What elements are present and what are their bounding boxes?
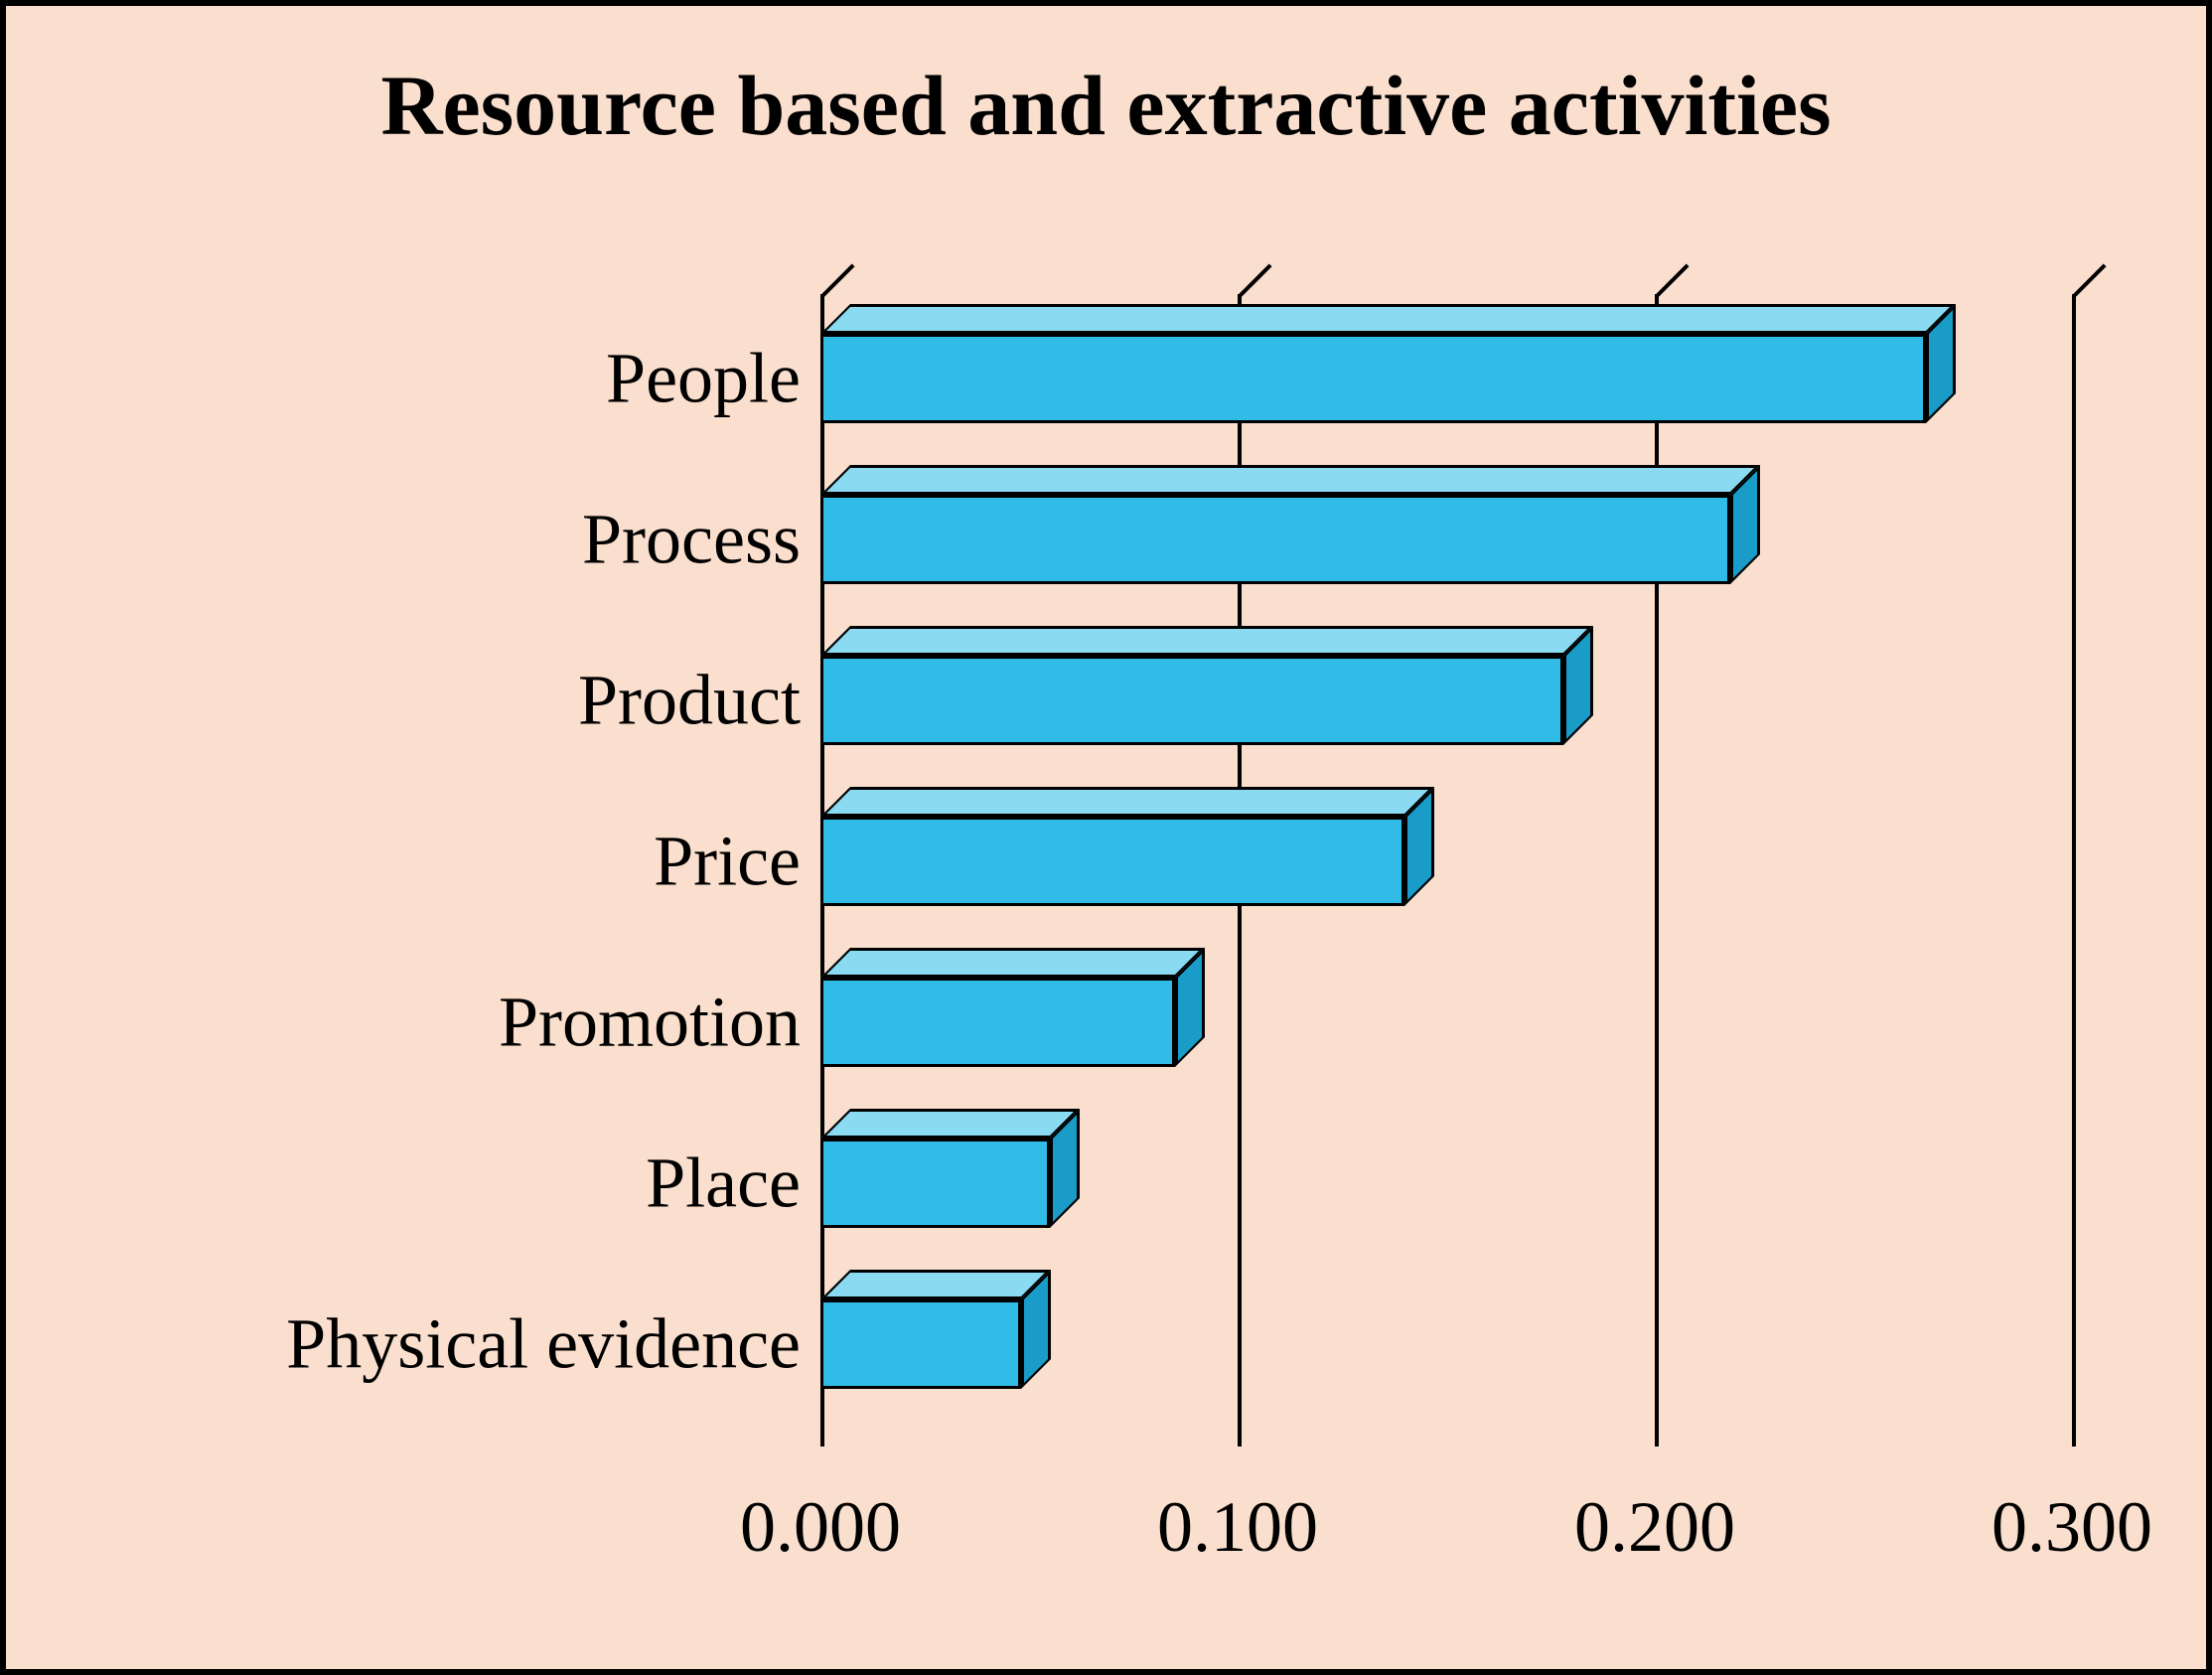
bar-front-face [820,334,1926,423]
gridline-3d-ext [1239,263,1272,297]
bar [820,334,1926,423]
bar [820,817,1404,906]
category-label: Promotion [499,982,801,1064]
chart-title: Resource based and extractive activities [6,56,2206,155]
bar-top-face [820,787,1404,817]
bar [820,495,1730,584]
bar-side-face [1926,334,1956,423]
category-label: Process [582,499,801,581]
category-label: Product [578,660,801,742]
bar-side-face [1563,656,1593,745]
bar-side-face [1730,495,1760,584]
bar-front-face [820,656,1563,745]
x-tick-label: 0.300 [1991,1486,2152,1569]
y-axis-labels: People Process Product Price Promotion Place P… [6,294,801,1447]
gridline-3d-ext [821,263,855,297]
category-label: Physical evidence [286,1303,801,1386]
gridline-3d-ext [2073,263,2107,297]
category-label: Place [646,1142,801,1225]
chart-container: Resource based and extractive activities… [0,0,2212,1675]
x-tick-label: 0.200 [1574,1486,1735,1569]
bar-front-face [820,1139,1050,1228]
bar-front-face [820,817,1404,906]
bar-front-face [820,495,1730,584]
bar-top-face [820,1109,1050,1139]
gridline [2072,294,2076,1447]
gridline-3d-ext [1656,263,1690,297]
plot-area [820,294,2072,1447]
bar-side-face [1175,978,1205,1067]
category-label: People [606,338,801,420]
bar [820,1299,1021,1389]
bar-front-face [820,1299,1021,1389]
category-label: Price [654,821,801,903]
bar-side-face [1021,1299,1051,1389]
bar-side-face [1050,1139,1080,1228]
bar-side-face [1404,817,1434,906]
bar [820,1139,1050,1228]
bar-top-face [820,1270,1021,1299]
x-tick-label: 0.100 [1157,1486,1318,1569]
bar-top-face [820,948,1175,978]
bar [820,978,1175,1067]
bar-top-face [820,465,1730,495]
bar-front-face [820,978,1175,1067]
x-tick-label: 0.000 [740,1486,901,1569]
bar-top-face [820,304,1926,334]
bar [820,656,1563,745]
x-axis-labels: 0.0000.1000.2000.300 [820,1486,2072,1605]
bar-top-face [820,626,1563,656]
